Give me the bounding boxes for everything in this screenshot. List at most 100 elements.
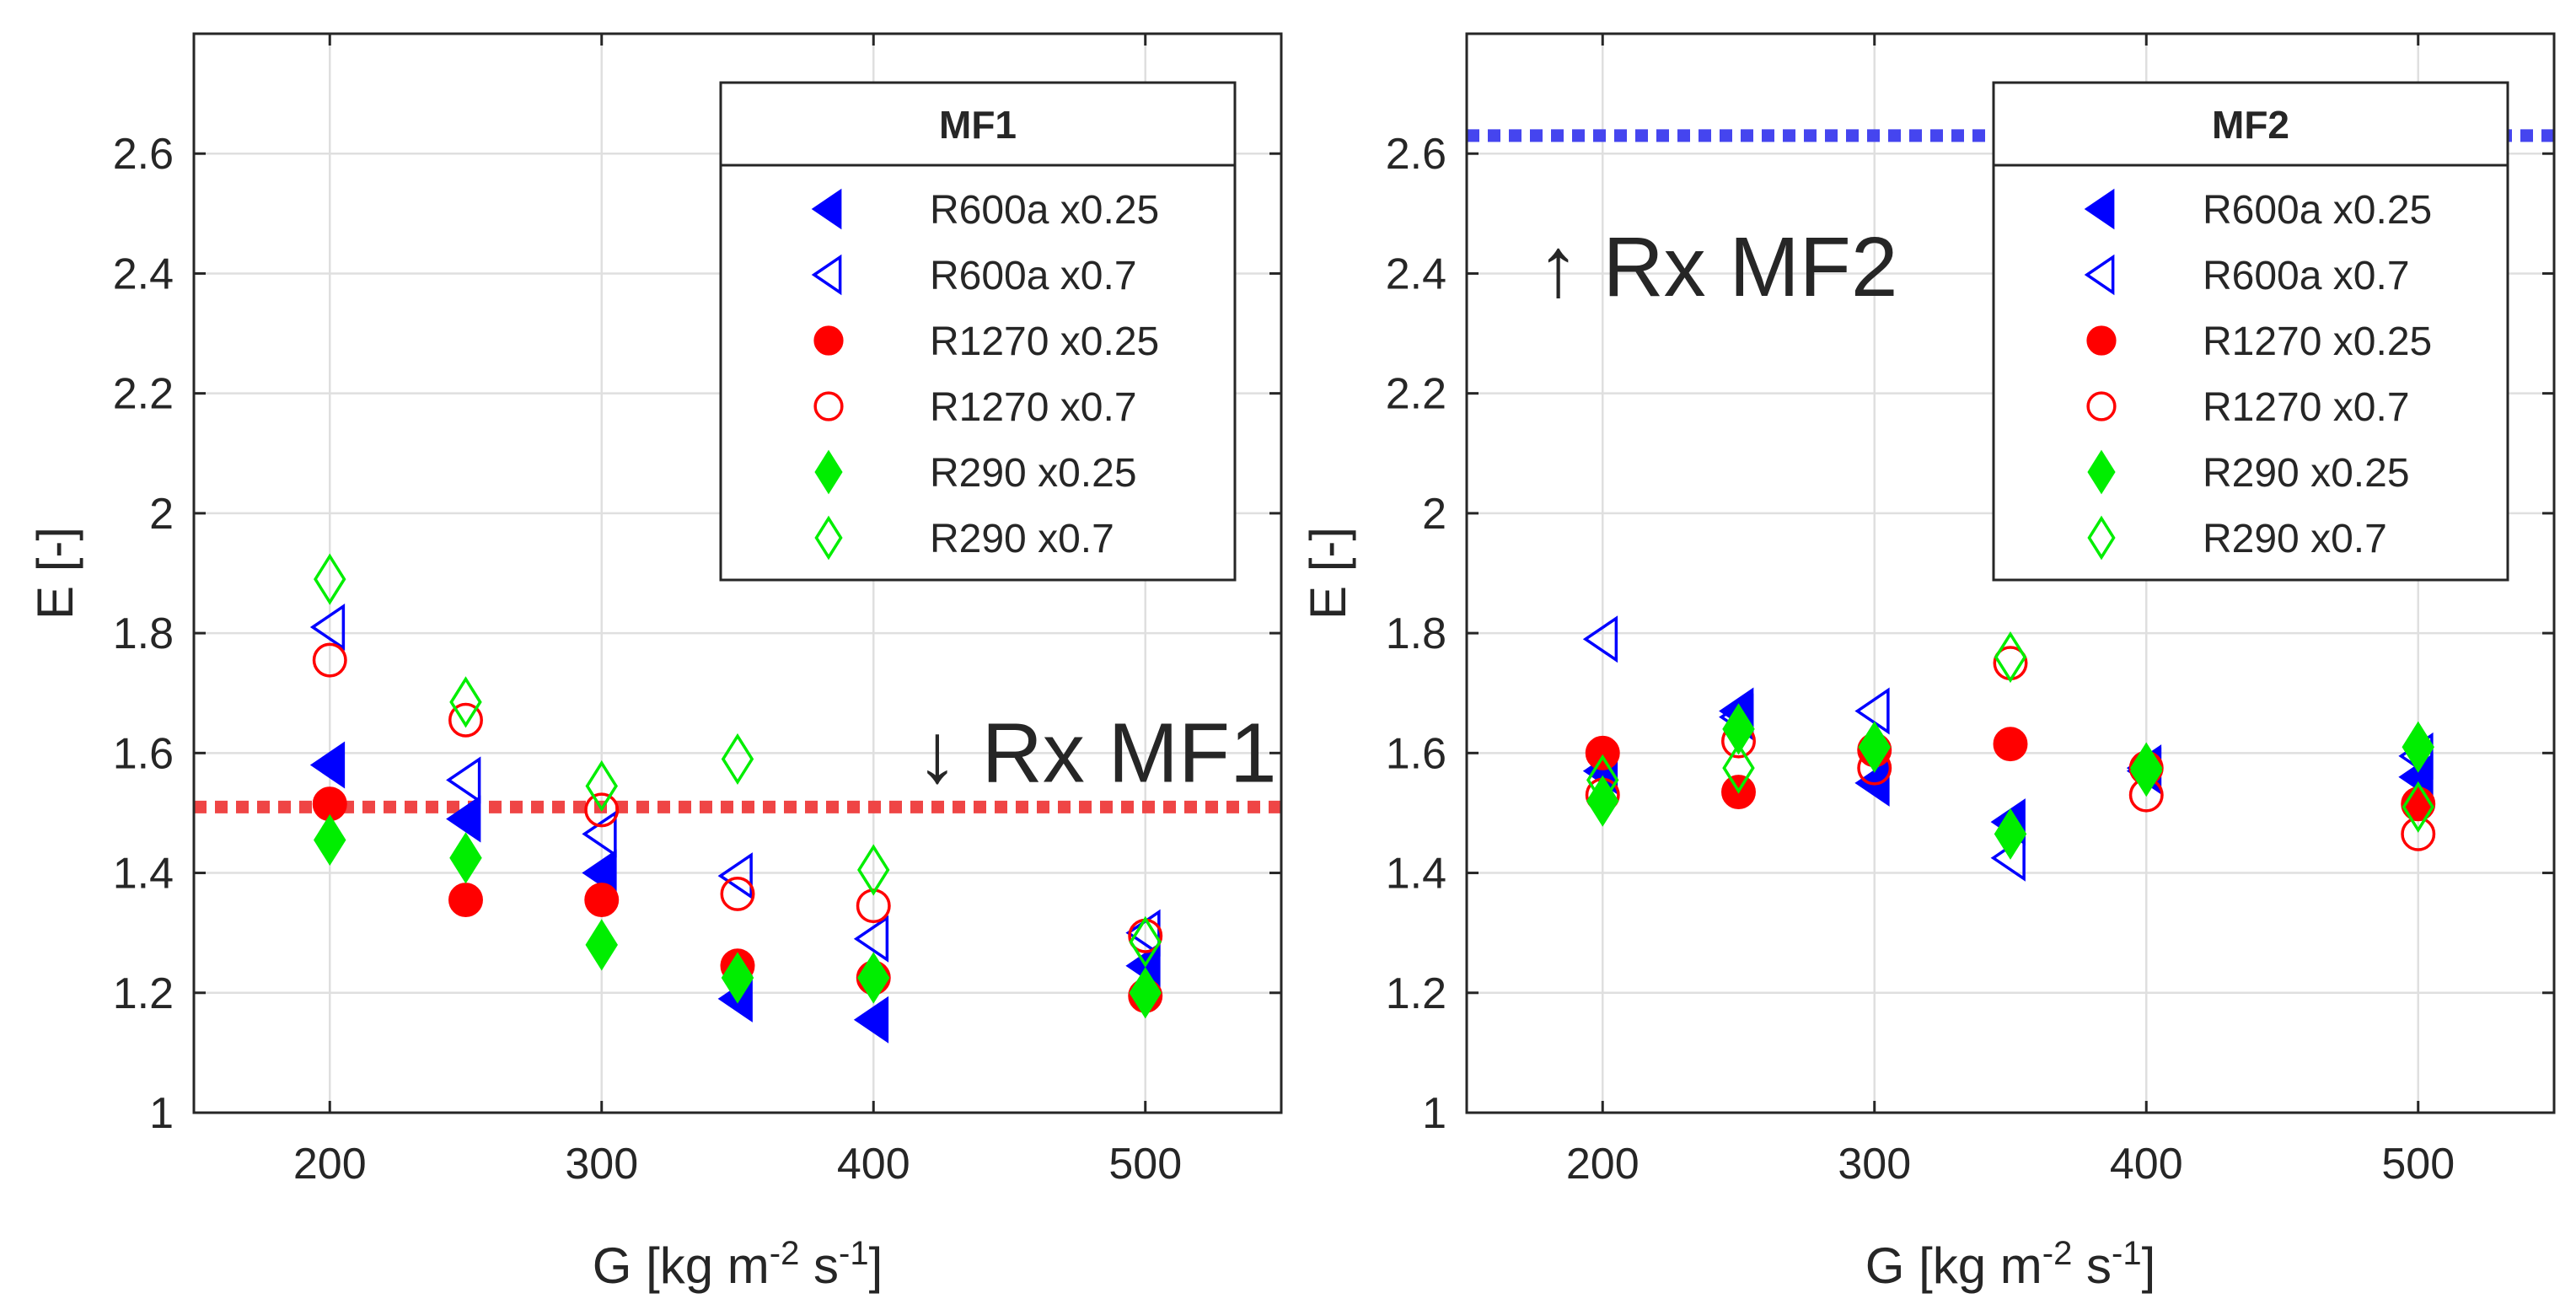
left-legend-label-r1270-x0-7: R1270 x0.7 [930, 385, 1137, 430]
left-point-r290-x0-7-g400 [857, 844, 890, 896]
right-annotation-rx-mf2: ↑ Rx MF2 [1538, 220, 1898, 314]
left-axes-box [192, 32, 1283, 1114]
right-y-axis-label: E [-] [1300, 527, 1356, 620]
right-axes-box [1465, 32, 2556, 1114]
left-y-tick-label: 2.6 [113, 130, 174, 179]
left-y-tick-label: 1.8 [113, 609, 174, 658]
left-legend-label-r1270-x0-25: R1270 x0.25 [930, 319, 1159, 364]
right-legend: MF2 R600a x0.25 R600a x0.7 R1270 x0.25 R1270… [1992, 81, 2509, 582]
right-legend-label-r600a-x0-25: R600a x0.25 [2203, 188, 2432, 233]
right-y-tick-label: 1.6 [1386, 729, 1446, 778]
left-point-r290-x0-7-g500 [1129, 915, 1162, 968]
left-point-r600a-x0-25-g200 [309, 741, 346, 789]
right-legend-marker-r1270-x0-25 [2086, 325, 2117, 356]
left-legend-marker-r290-x0-7 [814, 515, 843, 561]
left-point-r1270-x0-7-g200 [312, 642, 347, 678]
left-series-r290-x0-25 [314, 813, 1162, 1019]
right-point-r290-x0-7-g200 [1586, 754, 1619, 806]
right-chart-panel: 200 300 400 500 1 1.2 1.4 1.6 1.8 2 2.2 2.4 2.6 ↑ Rx… [1300, 32, 2556, 1294]
left-point-r600a-x0-7-g350 [717, 852, 753, 900]
left-point-r290-x0-25-g400 [857, 952, 890, 1004]
right-x-tick-label: 200 [1566, 1140, 1640, 1189]
left-y-tick-label: 1.2 [113, 969, 174, 1018]
left-point-r600a-x0-7-g250 [446, 756, 481, 804]
right-y-tick-label: 2.4 [1386, 250, 1446, 298]
left-y-tick-label: 1.4 [113, 850, 174, 899]
left-x-tick-label: 500 [1108, 1140, 1182, 1189]
right-y-tick-label: 1 [1422, 1089, 1446, 1138]
right-legend-marker-r290-x0-25 [2087, 449, 2116, 495]
right-series-r290-x0-7 [1586, 631, 2434, 833]
left-point-r600a-x0-25-g400 [853, 996, 889, 1044]
left-point-r290-x0-25-g500 [1129, 967, 1162, 1019]
right-legend-marker-r600a-x0-7 [2084, 254, 2115, 296]
left-point-r290-x0-7-g300 [585, 759, 618, 813]
right-y-tick-label: 1.4 [1386, 850, 1446, 899]
left-legend-label-r600a-x0-25: R600a x0.25 [930, 188, 1159, 233]
right-point-r290-x0-25-g350 [1994, 808, 2027, 860]
right-x-tick-label: 400 [2110, 1140, 2183, 1189]
left-point-r600a-x0-7-g200 [309, 603, 346, 652]
right-legend-label-r1270-x0-25: R1270 x0.25 [2203, 319, 2432, 364]
right-y-tick-label: 1.2 [1386, 969, 1446, 1018]
right-point-r1270-x0-25-g200 [1585, 735, 1620, 770]
left-x-tick-label: 400 [837, 1140, 910, 1189]
right-legend-label-r290-x0-7: R290 x0.7 [2203, 517, 2387, 561]
left-chart-panel: 200 300 400 500 1 1.2 1.4 1.6 1.8 2 2.2 2.4 2.6 ↓ Rx… [27, 32, 1283, 1294]
left-y-tick-label: 2.4 [113, 250, 174, 298]
left-legend-marker-r290-x0-25 [814, 449, 843, 495]
left-point-r290-x0-7-g200 [314, 553, 346, 605]
right-point-r290-x0-7-g250 [1722, 742, 1755, 794]
left-point-r1270-x0-7-g250 [448, 702, 483, 738]
left-legend: MF1 R600a x0.25 R600a x0.7 R1270 x0.25 R1270… [719, 81, 1237, 582]
left-legend-title: MF1 [939, 103, 1017, 147]
left-legend-marker-r600a-x0-7 [811, 254, 842, 296]
right-point-r290-x0-7-g300 [1858, 721, 1891, 773]
left-point-r1270-x0-25-g300 [584, 883, 620, 918]
left-legend-label-r600a-x0-7: R600a x0.7 [930, 254, 1137, 298]
right-point-r290-x0-7-g500 [2402, 781, 2434, 833]
left-legend-marker-r1270-x0-7 [813, 391, 844, 421]
left-legend-marker-r600a-x0-25 [811, 188, 842, 230]
right-point-r600a-x0-7-g200 [1582, 615, 1618, 663]
left-point-r290-x0-25-g350 [721, 952, 754, 1004]
right-point-r1270-x0-7-g500 [2401, 816, 2436, 851]
right-x-tick-label: 300 [1838, 1140, 1911, 1189]
left-point-r290-x0-7-g350 [721, 733, 754, 786]
left-point-r290-x0-7-g250 [449, 676, 482, 728]
right-point-r600a-x0-7-g300 [1854, 687, 1890, 735]
right-legend-title: MF2 [2212, 103, 2289, 147]
right-legend-label-r600a-x0-7: R600a x0.7 [2203, 254, 2410, 298]
left-point-r1270-x0-7-g400 [856, 888, 891, 924]
right-legend-label-r290-x0-25: R290 x0.25 [2203, 451, 2410, 496]
left-point-r290-x0-25-g200 [314, 813, 346, 867]
left-series-r290-x0-7 [314, 553, 1162, 968]
right-legend-label-r1270-x0-7: R1270 x0.7 [2203, 385, 2410, 430]
left-y-axis-label: E [-] [27, 527, 83, 620]
left-y-tick-label: 2.2 [113, 370, 174, 419]
left-point-r600a-x0-25-g250 [446, 795, 481, 843]
left-legend-label-r290-x0-7: R290 x0.7 [930, 517, 1114, 561]
right-point-r290-x0-25-g500 [2402, 721, 2434, 773]
right-y-tick-label: 2 [1422, 490, 1446, 539]
right-legend-marker-r290-x0-7 [2087, 515, 2116, 561]
left-point-r600a-x0-7-g300 [582, 810, 617, 858]
svg-text:G [kg m-2 s-1]: G [kg m-2 s-1] [1865, 1235, 2156, 1294]
right-x-axis-label: G [kg m-2 s-1] [1865, 1235, 2156, 1294]
left-x-tick-label: 300 [565, 1140, 638, 1189]
left-x-tick-label: 200 [293, 1140, 367, 1189]
right-point-r1270-x0-25-g350 [1993, 727, 2028, 762]
right-point-r290-x0-7-g350 [1994, 631, 2027, 684]
left-point-r290-x0-25-g300 [585, 919, 618, 971]
svg-text:G [kg m-2 s-1]: G [kg m-2 s-1] [593, 1235, 883, 1294]
left-point-r290-x0-25-g250 [449, 832, 482, 884]
right-y-tick-label: 2.2 [1386, 370, 1446, 419]
right-y-tick-label: 1.8 [1386, 609, 1446, 658]
left-y-tick-label: 1 [149, 1089, 174, 1138]
left-annotation-rx-mf1: ↓ Rx MF1 [916, 706, 1277, 800]
right-y-tick-label: 2.6 [1386, 130, 1446, 179]
right-legend-marker-r600a-x0-25 [2084, 188, 2115, 230]
left-x-axis-label: G [kg m-2 s-1] [593, 1235, 883, 1294]
right-x-tick-label: 500 [2381, 1140, 2455, 1189]
left-point-r1270-x0-7-g350 [720, 876, 755, 911]
